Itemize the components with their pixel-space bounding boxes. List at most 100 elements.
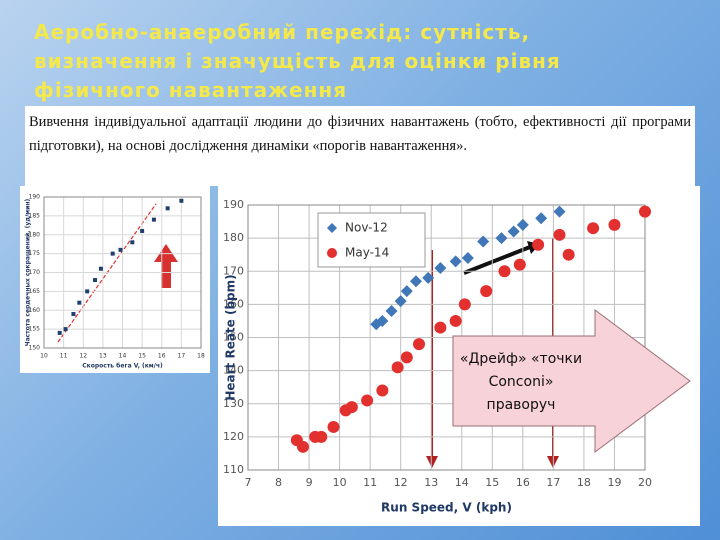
point xyxy=(130,240,135,245)
y-tick-label: 185 xyxy=(29,212,41,219)
point xyxy=(562,248,575,261)
x-tick-label: 19 xyxy=(607,476,621,489)
chart-panel xyxy=(20,186,210,373)
x-tick-label: 12 xyxy=(394,476,408,489)
y-tick-label: 175 xyxy=(29,250,41,257)
point xyxy=(71,312,76,317)
point xyxy=(85,289,90,294)
x-tick-label: 18 xyxy=(577,476,591,489)
point xyxy=(385,305,398,317)
paragraph: Вивчення індивідуальної адаптації людини… xyxy=(25,106,695,186)
y-tick-label: 155 xyxy=(29,326,41,333)
x-tick-label: 15 xyxy=(485,476,499,489)
point xyxy=(513,258,526,271)
x-axis-label: Скорость бега V, (км/ч) xyxy=(82,363,163,370)
y-tick-label: 180 xyxy=(29,231,41,238)
point xyxy=(413,338,426,351)
y-tick-label: 170 xyxy=(29,269,41,276)
point xyxy=(151,217,156,222)
y-tick-label: 170 xyxy=(223,264,244,277)
point xyxy=(639,205,651,218)
y-tick-label: 120 xyxy=(223,430,244,443)
x-tick-label: 13 xyxy=(99,353,107,360)
point xyxy=(361,394,374,407)
point xyxy=(449,314,462,327)
plot-frame xyxy=(247,204,646,471)
x-tick-label: 20 xyxy=(638,476,652,489)
x-tick-label: 14 xyxy=(119,353,127,360)
title: Аеробно-анаеробний перехід: сутність, ви… xyxy=(34,18,694,105)
x-tick-label: 14 xyxy=(455,476,469,489)
y-tick-label: 190 xyxy=(223,198,244,211)
y-tick-label: 150 xyxy=(29,345,41,352)
x-tick-label: 13 xyxy=(424,476,438,489)
callout-text: «Дрейф» «точки xyxy=(460,351,582,367)
legend-label: May-14 xyxy=(345,246,389,260)
point xyxy=(93,278,98,283)
point xyxy=(449,255,462,268)
point xyxy=(77,300,82,305)
y-tick-label: 190 xyxy=(29,194,41,201)
x-tick-label: 12 xyxy=(79,353,87,360)
point xyxy=(477,235,490,248)
x-tick-label: 18 xyxy=(197,353,205,360)
point xyxy=(553,228,566,241)
x-tick-label: 15 xyxy=(138,353,146,360)
point xyxy=(458,298,471,311)
y-tick-label: 165 xyxy=(29,288,41,295)
y-tick-label: 160 xyxy=(29,307,41,314)
point xyxy=(434,321,447,334)
point xyxy=(391,361,404,374)
point xyxy=(140,228,145,233)
point xyxy=(434,261,447,274)
x-tick-label: 9 xyxy=(306,476,313,489)
title-line: фізичного навантаження xyxy=(34,78,348,102)
y-tick-label: 160 xyxy=(223,297,244,310)
callout-text: праворуч xyxy=(487,397,556,413)
point xyxy=(315,430,328,443)
y-axis-label: Heart Reate (bpm) xyxy=(224,274,238,400)
point xyxy=(376,314,389,327)
point xyxy=(532,238,545,251)
point xyxy=(394,295,407,308)
point xyxy=(422,271,435,284)
x-tick-label: 11 xyxy=(363,476,377,489)
x-tick-label: 17 xyxy=(178,353,186,360)
x-tick-label: 16 xyxy=(516,476,530,489)
point xyxy=(507,225,520,238)
point xyxy=(553,205,566,218)
point xyxy=(400,351,413,364)
point xyxy=(179,198,184,203)
point xyxy=(376,384,389,397)
y-tick-label: 130 xyxy=(223,397,244,410)
point xyxy=(480,285,493,298)
callout-arrow xyxy=(452,309,691,453)
x-tick-label: 7 xyxy=(245,476,252,489)
y-tick-label: 110 xyxy=(223,463,244,476)
title-line: Аеробно-анаеробний перехід: сутність, xyxy=(34,20,531,44)
point xyxy=(110,251,115,256)
point xyxy=(327,420,340,433)
point xyxy=(400,285,413,298)
y-axis-label: Частота сердечных сокращений, (уд/мин) xyxy=(25,198,32,346)
point xyxy=(98,266,103,271)
point xyxy=(587,222,600,235)
point xyxy=(608,218,621,231)
legend-marker xyxy=(327,248,337,258)
point xyxy=(516,218,529,231)
y-tick-label: 180 xyxy=(223,231,244,244)
x-tick-label: 10 xyxy=(40,353,48,360)
x-tick-label: 11 xyxy=(60,353,68,360)
x-tick-label: 10 xyxy=(333,476,347,489)
arrow xyxy=(154,244,178,288)
point xyxy=(498,265,511,278)
point xyxy=(118,247,123,252)
point xyxy=(409,275,422,288)
x-tick-label: 8 xyxy=(275,476,282,489)
title-line: визначення і значущість для оцінки рівня xyxy=(34,49,561,73)
x-axis-label: Run Speed, V (kph) xyxy=(381,501,512,515)
legend-marker xyxy=(327,223,337,233)
point xyxy=(345,401,358,414)
point xyxy=(461,252,474,264)
